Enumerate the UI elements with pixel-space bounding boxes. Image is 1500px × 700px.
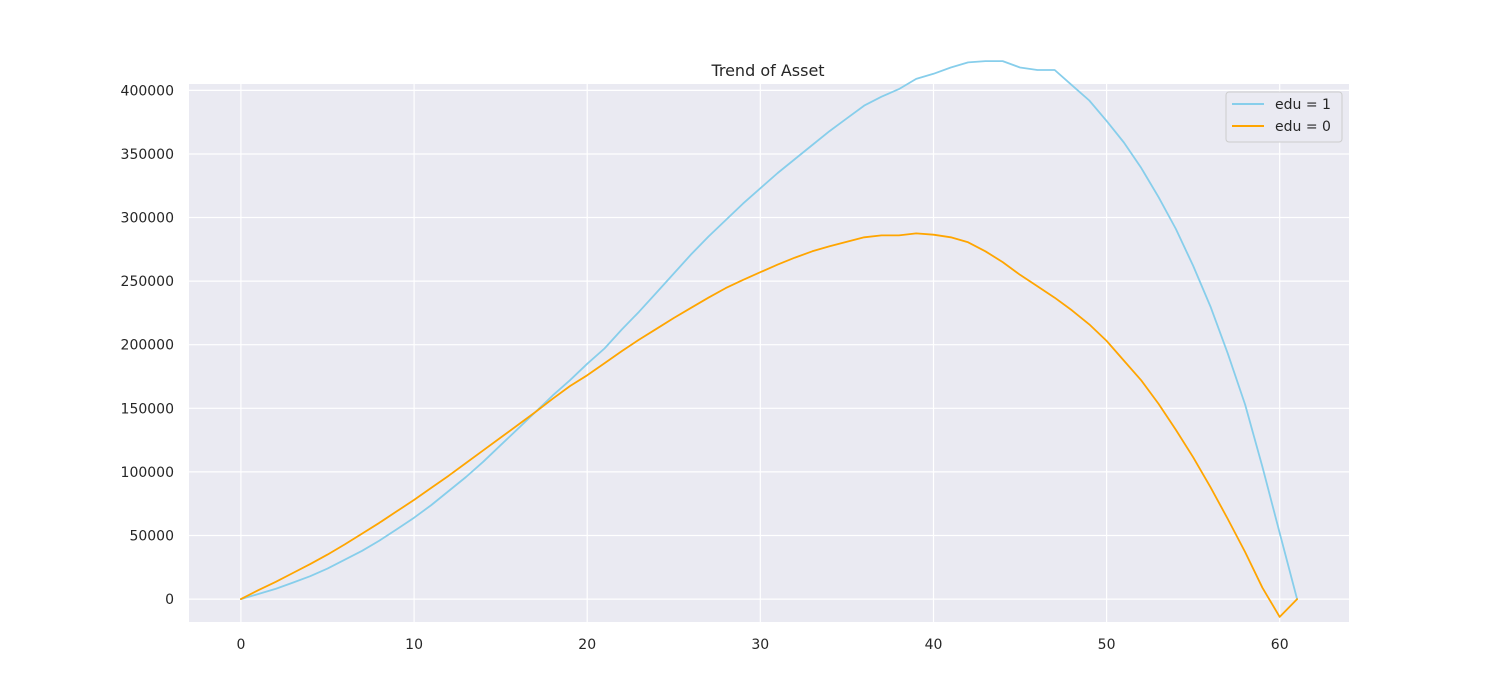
x-tick-label: 0 [236, 637, 245, 653]
y-tick-label: 200000 [121, 338, 174, 354]
chart-title: Trend of Asset [710, 61, 824, 80]
y-tick-label: 250000 [121, 274, 174, 290]
series-lines [239, 60, 1298, 618]
legend-label-edu-0: edu = 0 [1275, 119, 1331, 135]
x-tick-label: 10 [405, 637, 423, 653]
legend: edu = 1 edu = 0 [1225, 91, 1343, 143]
series-line-edu-0 [239, 232, 1298, 618]
x-tick-label: 60 [1271, 637, 1289, 653]
x-axis-tick-labels: 0 10 20 30 40 50 60 [236, 637, 1288, 653]
x-tick-label: 40 [925, 637, 943, 653]
y-tick-label: 150000 [121, 401, 174, 417]
y-tick-label: 300000 [121, 211, 174, 227]
x-tick-label: 50 [1098, 637, 1116, 653]
legend-label-edu-1: edu = 1 [1275, 97, 1331, 113]
x-gridlines [240, 84, 1281, 622]
y-tick-label: 0 [165, 592, 174, 608]
plot-area [189, 84, 1349, 622]
y-tick-label: 350000 [121, 147, 174, 163]
y-axis-tick-labels: 0 50000 100000 150000 200000 250000 300000 3500… [121, 83, 174, 608]
y-tick-label: 400000 [121, 83, 174, 99]
y-gridlines [189, 89, 1349, 600]
x-tick-label: 20 [578, 637, 596, 653]
series-line-edu-1 [239, 60, 1298, 600]
y-tick-label: 50000 [129, 529, 174, 545]
x-tick-label: 30 [751, 637, 769, 653]
y-tick-label: 100000 [121, 465, 174, 481]
